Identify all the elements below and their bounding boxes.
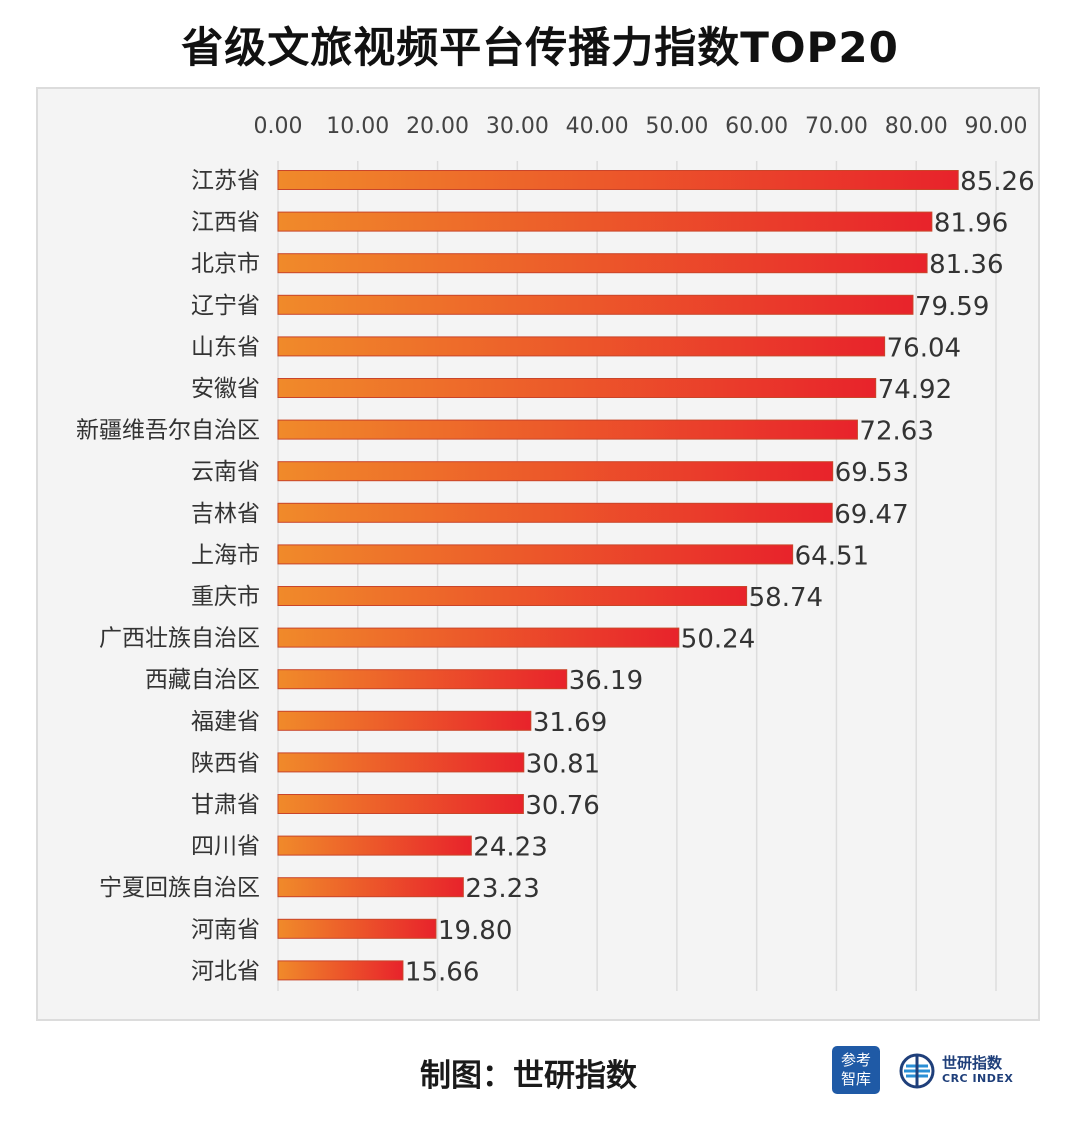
value-label: 58.74 — [749, 583, 823, 613]
category-label: 上海市 — [191, 542, 260, 568]
value-label: 81.36 — [929, 250, 1003, 280]
category-label: 福建省 — [191, 709, 260, 735]
category-label: 江西省 — [191, 210, 260, 236]
bar — [277, 336, 886, 357]
value-label: 30.76 — [525, 791, 599, 821]
cankao-logo-line1: 参考 — [840, 1051, 871, 1069]
value-label: 72.63 — [859, 417, 933, 447]
x-tick-label: 0.00 — [254, 114, 303, 139]
category-label: 安徽省 — [191, 376, 260, 402]
x-tick-label: 40.00 — [566, 114, 629, 139]
value-label: 69.47 — [834, 500, 908, 530]
bar — [277, 669, 568, 690]
category-label: 甘肃省 — [191, 792, 260, 818]
value-labels: 85.26 81.96 81.36 79.59 76.04 74.92 72.63 69.53… — [405, 167, 1035, 987]
value-label: 31.69 — [533, 708, 607, 738]
bar — [277, 378, 877, 398]
category-label: 宁夏回族自治区 — [99, 875, 260, 901]
category-label: 云南省 — [191, 459, 260, 485]
bar — [277, 627, 680, 648]
value-label: 36.19 — [569, 666, 643, 696]
value-label: 23.23 — [465, 874, 539, 904]
value-label: 19.80 — [438, 916, 512, 946]
crc-logo: 世研指数 CRC INDEX — [898, 1050, 1018, 1092]
x-tick-label: 70.00 — [805, 114, 868, 139]
x-tick-label: 50.00 — [645, 114, 708, 139]
value-label: 69.53 — [835, 458, 909, 488]
x-tick-label: 30.00 — [486, 114, 549, 139]
value-label: 85.26 — [960, 167, 1034, 197]
value-label: 24.23 — [473, 833, 547, 863]
category-label: 辽宁省 — [191, 293, 260, 319]
x-axis-ticks: 0.00 10.00 20.00 30.00 40.00 50.00 60.00 70.00 8… — [254, 114, 1028, 139]
bar — [277, 794, 524, 814]
cankao-logo-line2: 智库 — [840, 1070, 871, 1088]
bar — [277, 211, 933, 232]
value-label: 30.81 — [526, 749, 600, 779]
value-label: 50.24 — [681, 625, 755, 655]
chart-title: 省级文旅视频平台传播力指数TOP20 — [181, 23, 899, 72]
bar — [277, 960, 404, 981]
crc-logo-cn: 世研指数 — [942, 1054, 1003, 1072]
category-label: 陕西省 — [191, 750, 260, 776]
crc-logo-en: CRC INDEX — [942, 1072, 1014, 1085]
x-tick-label: 60.00 — [725, 114, 788, 139]
bar — [277, 419, 858, 440]
value-label: 81.96 — [934, 209, 1008, 239]
category-labels: 江苏省江西省北京市辽宁省山东省安徽省新疆维吾尔自治区云南省吉林省上海市重庆市广西… — [76, 168, 260, 984]
category-label: 河北省 — [191, 958, 260, 984]
bar — [277, 710, 532, 731]
x-tick-label: 80.00 — [885, 114, 948, 139]
bar — [277, 752, 525, 773]
bars — [277, 170, 959, 981]
bar — [277, 918, 437, 939]
value-label: 74.92 — [878, 375, 952, 405]
category-label: 西藏自治区 — [145, 667, 260, 693]
bar — [277, 461, 834, 482]
category-label: 广西壮族自治区 — [99, 626, 260, 652]
bar — [277, 294, 914, 315]
cankao-logo: 参考 智库 — [832, 1046, 880, 1094]
bar — [277, 253, 928, 274]
category-label: 江苏省 — [191, 168, 260, 194]
bar — [277, 586, 748, 606]
x-tick-label: 20.00 — [406, 114, 469, 139]
bar — [277, 502, 833, 523]
category-label: 山东省 — [191, 334, 260, 360]
x-tick-label: 90.00 — [965, 114, 1028, 139]
value-label: 76.04 — [887, 333, 961, 363]
bar — [277, 544, 794, 565]
value-label: 64.51 — [795, 541, 869, 571]
category-label: 新疆维吾尔自治区 — [76, 418, 260, 444]
value-label: 15.66 — [405, 957, 479, 987]
bar — [277, 877, 464, 898]
category-label: 吉林省 — [191, 501, 260, 527]
x-tick-label: 10.00 — [326, 114, 389, 139]
chart-credit: 制图：世研指数 — [420, 1058, 637, 1094]
category-label: 北京市 — [191, 251, 260, 277]
bar — [277, 170, 959, 190]
category-label: 重庆市 — [191, 584, 260, 610]
category-label: 河南省 — [191, 917, 260, 943]
bar-chart: 0.00 10.00 20.00 30.00 40.00 50.00 60.00 70.00 8… — [76, 114, 1035, 991]
category-label: 四川省 — [191, 834, 260, 860]
bar — [277, 835, 472, 856]
globe-icon — [899, 1053, 935, 1089]
gridlines — [277, 161, 997, 991]
chart-area: 0.00 10.00 20.00 30.00 40.00 50.00 60.00 70.00 8… — [36, 87, 1040, 1021]
value-label: 79.59 — [915, 292, 989, 322]
